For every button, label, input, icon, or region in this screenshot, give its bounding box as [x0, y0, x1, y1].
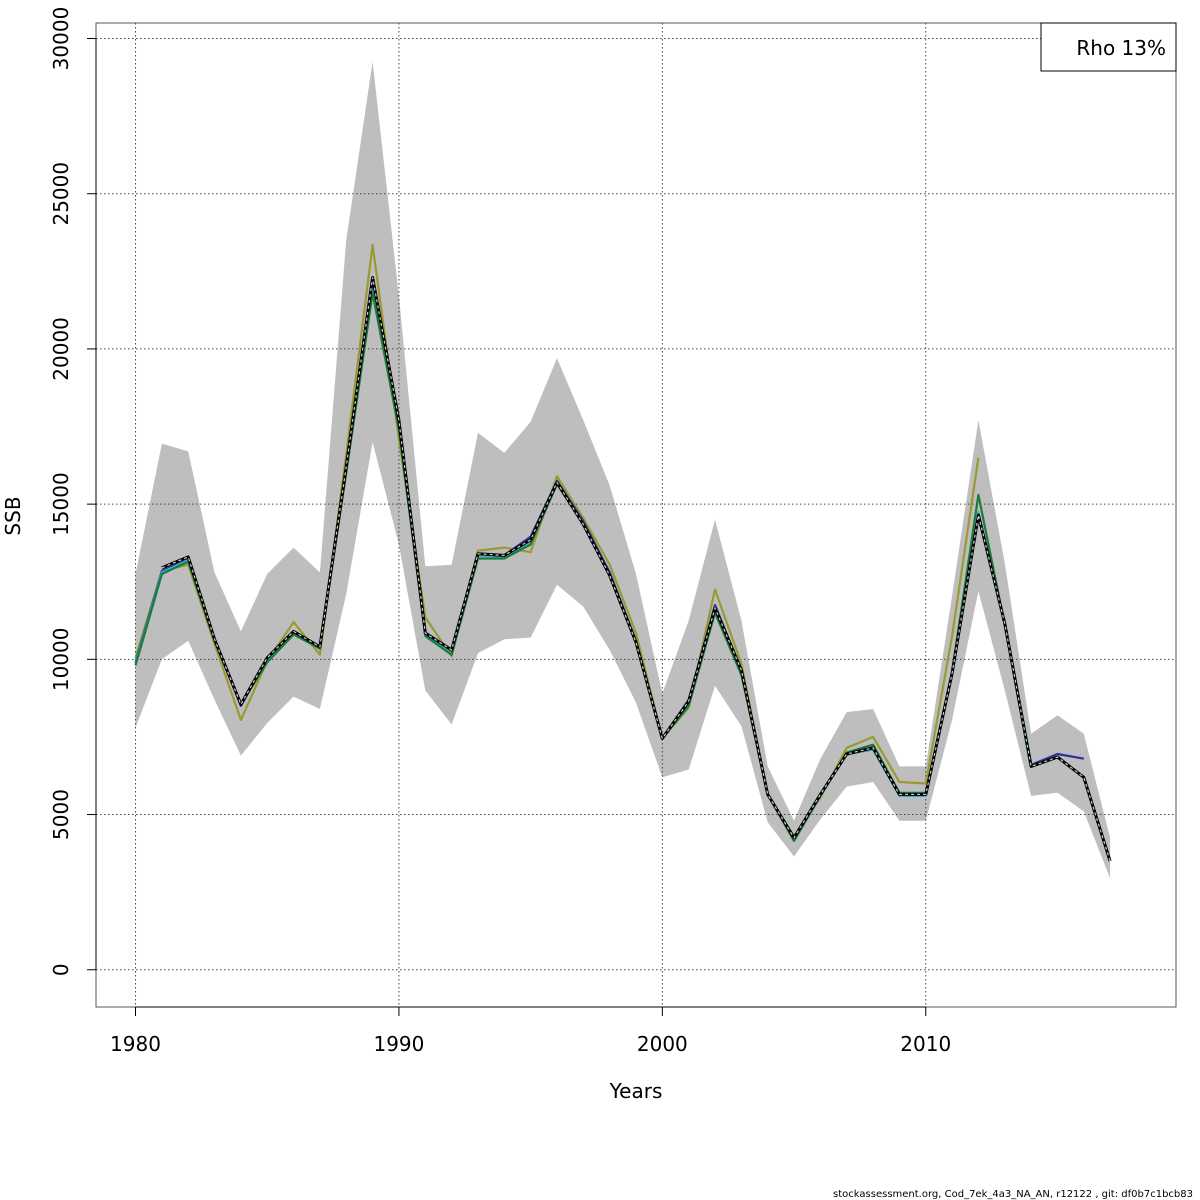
- y-axis-title: SSB: [1, 496, 25, 535]
- x-tick-label-2000: 2000: [637, 1032, 688, 1056]
- y-tick-label-15000: 15000: [49, 472, 73, 536]
- series-line-base-run: [161, 277, 1111, 862]
- legend-box: [1040, 22, 1177, 72]
- x-tick-label-1990: 1990: [373, 1032, 424, 1056]
- confidence-band-layer: [135, 61, 1111, 879]
- x-tick-label-2010: 2010: [900, 1032, 951, 1056]
- y-tick-label-0: 0: [49, 963, 73, 976]
- legend-text: Rho 13%: [1076, 36, 1166, 60]
- y-tick-label-20000: 20000: [49, 317, 73, 381]
- plot-frame: [95, 22, 1177, 1008]
- x-axis-title: Years: [609, 1079, 663, 1103]
- series-layer: [134, 243, 1112, 862]
- x-tick-label-1980: 1980: [110, 1032, 161, 1056]
- y-tick-label-10000: 10000: [49, 627, 73, 691]
- grid-layer: [96, 23, 1176, 1007]
- y-tick-label-30000: 30000: [49, 7, 73, 71]
- y-tick-label-25000: 25000: [49, 162, 73, 226]
- y-tick-label-5000: 5000: [49, 789, 73, 840]
- confidence-band: [135, 61, 1111, 879]
- axis-layer: 1980 1990 2000 2010 0 5000 10000 15000 20000 2500…: [49, 7, 951, 1056]
- legend: Rho 13%: [1040, 22, 1177, 72]
- footer-credit: stockassessment.org, Cod_7ek_4a3_NA_AN, …: [833, 1189, 1193, 1200]
